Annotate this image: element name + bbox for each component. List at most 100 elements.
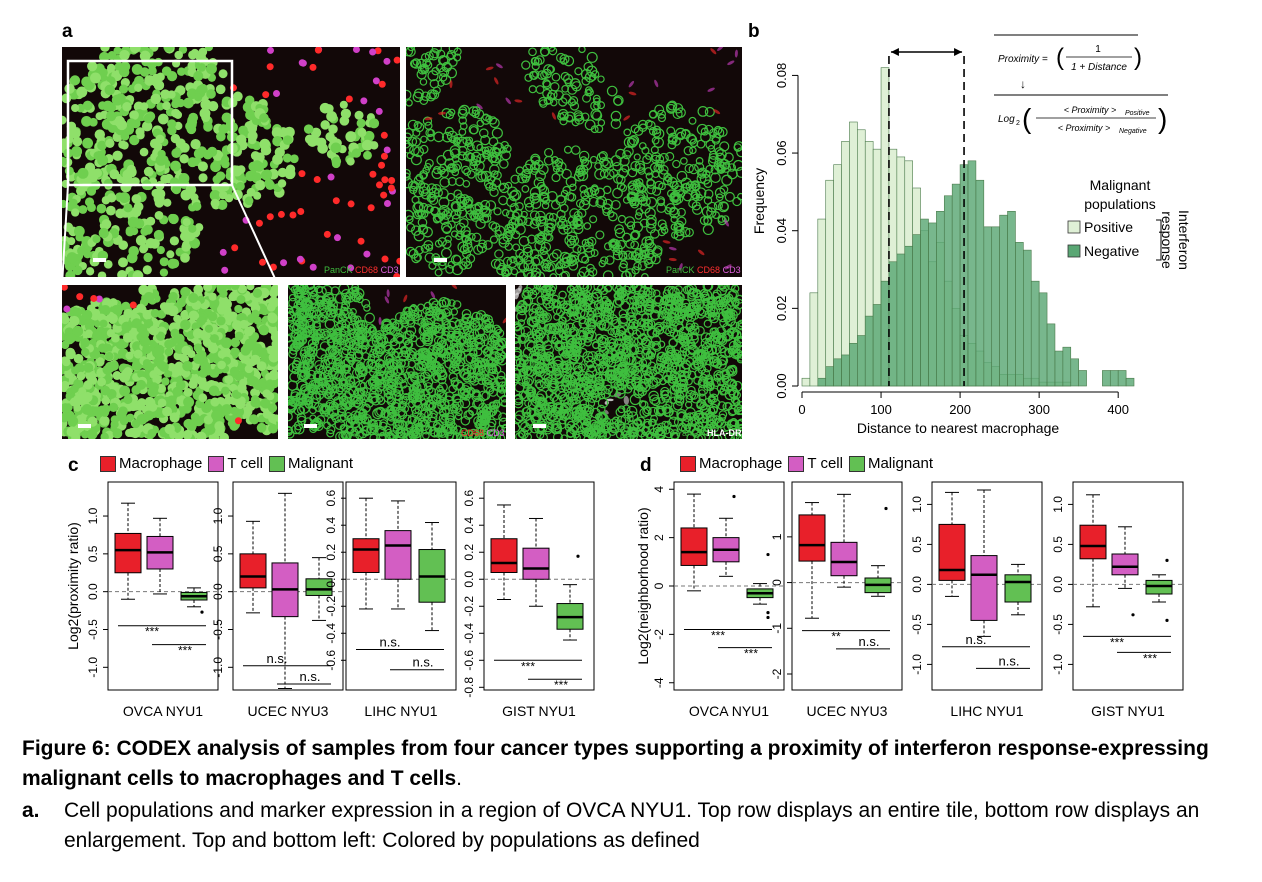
micrograph-bottom-right <box>515 285 742 439</box>
y-tick-label: 0.06 <box>774 140 789 165</box>
plot-frame <box>107 481 219 691</box>
legend-swatch-malignant <box>268 455 285 472</box>
y-axis-label: Frequency <box>751 168 767 234</box>
y-tick-label: -1.0 <box>211 657 225 678</box>
y-tick-label: 0.08 <box>774 63 789 88</box>
box-t-cell <box>271 492 299 689</box>
histogram-bar-negative <box>991 226 1000 387</box>
y-tick-label: 1.0 <box>86 507 100 524</box>
histogram-bar-positive <box>801 377 811 387</box>
box-malignant <box>305 557 333 621</box>
significance-label: n.s. <box>300 669 321 684</box>
outlier-point <box>766 611 770 615</box>
histogram-bar-negative <box>1046 323 1056 387</box>
legend-bracket <box>1156 219 1162 261</box>
boxplot-ucec-nyu3: -1.0 -0.5 0.0 0.5 1.0 n.s. n.s. UCEC NYU3 <box>211 481 344 719</box>
box-malignant <box>746 552 774 620</box>
y-tick-label: 0.4 <box>462 517 476 534</box>
y-tick-label: -0.2 <box>324 596 338 617</box>
histogram-bar-negative <box>849 342 858 387</box>
caption-item-a: a. Cell populations and marker expression… <box>22 796 1234 856</box>
channel-cd3: CD3 <box>486 428 505 438</box>
figure-caption: Figure 6: CODEX analysis of samples from… <box>22 734 1242 852</box>
caption-item-text: Cell populations and marker expression i… <box>64 799 1200 852</box>
legend-title: populations <box>1084 196 1156 212</box>
channel-cd68: CD68 <box>461 428 485 438</box>
box-iqr <box>1004 574 1032 603</box>
y-tick-label: 0.00 <box>774 373 789 398</box>
histogram-bar-negative <box>1023 249 1032 387</box>
histogram-bar-negative <box>841 354 850 387</box>
box-malignant <box>864 506 892 597</box>
sample-label: LIHC NYU1 <box>950 703 1023 719</box>
channel-panck: PanCK <box>324 265 353 275</box>
histogram-bar-positive <box>809 292 819 387</box>
histogram-bar-negative <box>1030 280 1040 387</box>
histogram-bar-negative <box>864 315 874 387</box>
sample-label: LIHC NYU1 <box>364 703 437 719</box>
channel-label-top-right: PanCK CD68 CD3 <box>666 265 741 275</box>
x-tick-label: 0 <box>798 402 805 417</box>
outlier-point <box>732 494 736 499</box>
outlier-point <box>576 554 580 558</box>
micrograph-texture <box>515 285 742 439</box>
micrograph-texture <box>406 47 742 277</box>
box-t-cell <box>1111 526 1139 617</box>
y-tick-label: 0.2 <box>324 544 338 561</box>
significance-label: n.s. <box>966 632 987 647</box>
y-tick-label: 0.0 <box>324 571 338 588</box>
box-iqr <box>305 578 333 596</box>
legend-label-tcell: T cell <box>227 455 263 472</box>
channel-label-bottom-right: PanCK HLA-DR <box>676 428 742 438</box>
y-tick-label: -0.6 <box>324 650 338 671</box>
histogram-bar-negative <box>975 179 985 387</box>
legend-title: Malignant <box>1090 177 1151 193</box>
y-tick-label: 0.5 <box>211 545 225 562</box>
legend-label-positive: Positive <box>1084 219 1133 235</box>
significance-label: *** <box>521 659 535 673</box>
scale-bar <box>304 424 317 428</box>
legend-swatch-macrophage <box>100 455 116 472</box>
significance-label: n.s. <box>380 634 401 649</box>
boxplot-gist-nyu1: -0.8 -0.6 -0.4 -0.2 0.0 0.2 0.4 0.6 *** *** GIST N… <box>462 481 595 719</box>
arrow-head <box>954 48 963 56</box>
box-macrophage <box>239 520 267 614</box>
histogram-bar-positive <box>833 164 842 387</box>
channel-cd3: CD3 <box>380 265 399 275</box>
y-tick-label: 0.5 <box>86 545 100 562</box>
box-iqr <box>970 555 998 621</box>
legend-swatch-positive <box>1067 220 1081 234</box>
y-tick-label: -1.0 <box>1051 654 1065 675</box>
box-macrophage <box>798 502 826 619</box>
box-iqr <box>798 514 826 562</box>
histogram-bar-negative <box>817 377 827 387</box>
scale-bar <box>93 258 106 262</box>
y-tick-label: -4 <box>652 677 666 688</box>
panel-label-a: a <box>62 21 73 42</box>
channel-cd3: CD3 <box>722 265 741 275</box>
significance-label: n.s. <box>859 634 880 649</box>
legend-label-macrophage: Macrophage <box>699 455 783 472</box>
legend-swatch-negative <box>1067 244 1081 258</box>
y-tick-label: 2 <box>652 534 666 541</box>
zoom-line-right <box>231 184 279 286</box>
significance-label: n.s. <box>267 651 288 666</box>
caption-item-label: a. <box>22 799 40 822</box>
significance-label: n.s. <box>999 653 1020 668</box>
zoom-indicator <box>61 59 279 286</box>
panel-label-b: b <box>748 21 760 42</box>
formula-top: Proximity = <box>998 54 1048 65</box>
box-t-cell <box>970 489 998 637</box>
x-tick-label: 300 <box>1028 402 1050 417</box>
box-malignant <box>180 587 208 614</box>
significance-label: *** <box>145 625 159 639</box>
x-tick-label: 200 <box>949 402 971 417</box>
boxplot-panels: Log2(proximity ratio) -1.0 -0.5 0.0 0.5 1.0 **… <box>65 481 1184 719</box>
zoom-line-left <box>61 184 69 286</box>
significance-label: *** <box>554 678 568 692</box>
box-iqr <box>1079 524 1107 560</box>
y-tick-label: -1 <box>770 623 784 634</box>
y-tick-label: -1.0 <box>86 657 100 678</box>
box-t-cell <box>522 517 550 607</box>
outlier-point <box>884 506 888 511</box>
